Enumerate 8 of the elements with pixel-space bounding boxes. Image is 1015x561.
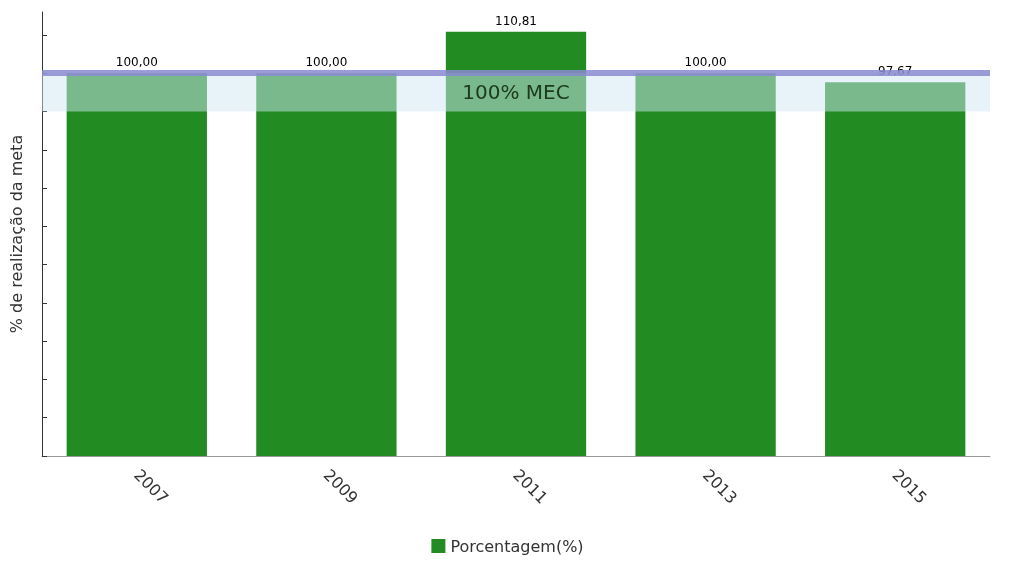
data-label: 100,00 xyxy=(115,55,158,70)
data-label: 97,67 xyxy=(878,64,913,79)
legend-label: Porcentagem(%) xyxy=(450,536,584,556)
data-label: 100,00 xyxy=(305,55,348,70)
band-label: 100% MEC xyxy=(462,80,570,105)
data-label: 100,00 xyxy=(684,55,727,70)
data-label: 110,81 xyxy=(495,13,537,28)
y-axis-title: % de realização da meta xyxy=(6,134,26,334)
